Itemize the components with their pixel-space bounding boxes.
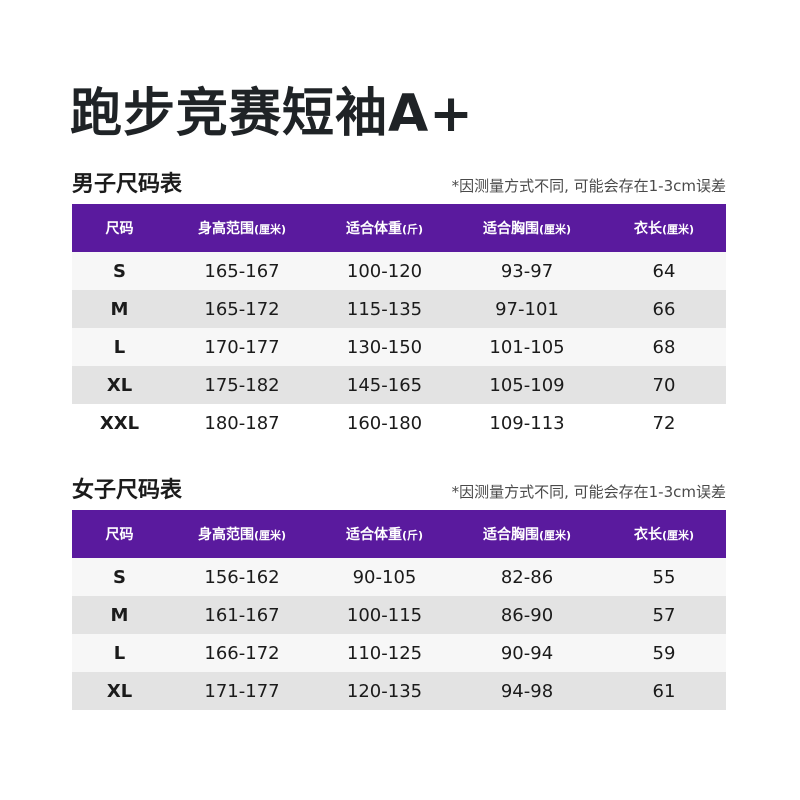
length-cell: 59 (602, 634, 726, 672)
height-cell: 166-172 (167, 634, 317, 672)
table-row: XL 171-177 120-135 94-98 61 (72, 672, 726, 710)
men-size-table: 尺码 身高范围(厘米) 适合体重(斤) 适合胸围(厘米) 衣长(厘米) S 16… (72, 204, 726, 442)
weight-cell: 100-120 (317, 252, 452, 290)
women-size-table: 尺码 身高范围(厘米) 适合体重(斤) 适合胸围(厘米) 衣长(厘米) S 15… (72, 510, 726, 710)
weight-cell: 90-105 (317, 558, 452, 596)
column-header-label: 身高范围 (197, 527, 254, 543)
column-header-unit: (厘米) (661, 223, 695, 236)
chest-cell: 90-94 (452, 634, 602, 672)
chest-cell: 86-90 (452, 596, 602, 634)
chest-cell: 97-101 (452, 290, 602, 328)
height-cell: 175-182 (167, 366, 317, 404)
page-title: 跑步竞赛短袖A+ (70, 84, 474, 144)
women-measurement-note: *因测量方式不同, 可能会存在1-3cm误差 (451, 483, 726, 501)
height-cell: 170-177 (167, 328, 317, 366)
height-cell: 180-187 (167, 404, 317, 442)
height-cell: 165-172 (167, 290, 317, 328)
height-cell: 165-167 (167, 252, 317, 290)
column-header-weight: 适合体重(斤) (317, 204, 452, 252)
table-header-row: 尺码 身高范围(厘米) 适合体重(斤) 适合胸围(厘米) 衣长(厘米) (72, 204, 726, 252)
column-header-height: 身高范围(厘米) (167, 204, 317, 252)
height-cell: 156-162 (167, 558, 317, 596)
length-cell: 61 (602, 672, 726, 710)
men-section-header: 男子尺码表 *因测量方式不同, 可能会存在1-3cm误差 (72, 168, 726, 204)
table-row: M 165-172 115-135 97-101 66 (72, 290, 726, 328)
column-header-weight: 适合体重(斤) (317, 510, 452, 558)
women-size-chart-heading: 女子尺码表 (72, 478, 183, 503)
column-header-label: 身高范围 (197, 221, 254, 237)
men-measurement-note: *因测量方式不同, 可能会存在1-3cm误差 (451, 177, 726, 195)
table-row: L 166-172 110-125 90-94 59 (72, 634, 726, 672)
column-header-label: 尺码 (105, 527, 134, 543)
women-size-section: 女子尺码表 *因测量方式不同, 可能会存在1-3cm误差 尺码 身高范围(厘米)… (72, 474, 726, 710)
weight-cell: 110-125 (317, 634, 452, 672)
size-cell: M (72, 290, 167, 328)
column-header-label: 适合体重 (345, 527, 402, 543)
column-header-height: 身高范围(厘米) (167, 510, 317, 558)
table-row: XXL 180-187 160-180 109-113 72 (72, 404, 726, 442)
men-size-chart-heading: 男子尺码表 (72, 172, 183, 197)
column-header-label: 衣长 (633, 527, 662, 543)
size-cell: XL (72, 366, 167, 404)
table-row: S 165-167 100-120 93-97 64 (72, 252, 726, 290)
column-header-unit: (厘米) (253, 223, 287, 236)
column-header-unit: (厘米) (538, 529, 572, 542)
chest-cell: 109-113 (452, 404, 602, 442)
column-header-chest: 适合胸围(厘米) (452, 510, 602, 558)
men-size-section: 男子尺码表 *因测量方式不同, 可能会存在1-3cm误差 尺码 身高范围(厘米)… (72, 168, 726, 442)
column-header-chest: 适合胸围(厘米) (452, 204, 602, 252)
weight-cell: 120-135 (317, 672, 452, 710)
column-header-length: 衣长(厘米) (602, 510, 726, 558)
chest-cell: 82-86 (452, 558, 602, 596)
column-header-label: 尺码 (105, 221, 134, 237)
size-cell: L (72, 328, 167, 366)
size-cell: XXL (72, 404, 167, 442)
table-row: S 156-162 90-105 82-86 55 (72, 558, 726, 596)
column-header-unit: (厘米) (253, 529, 287, 542)
column-header-length: 衣长(厘米) (602, 204, 726, 252)
weight-cell: 130-150 (317, 328, 452, 366)
weight-cell: 160-180 (317, 404, 452, 442)
size-cell: L (72, 634, 167, 672)
column-header-size: 尺码 (72, 204, 167, 252)
size-cell: S (72, 252, 167, 290)
chest-cell: 101-105 (452, 328, 602, 366)
column-header-label: 适合体重 (345, 221, 402, 237)
chest-cell: 94-98 (452, 672, 602, 710)
size-cell: M (72, 596, 167, 634)
column-header-label: 适合胸围 (482, 221, 539, 237)
length-cell: 70 (602, 366, 726, 404)
table-row: XL 175-182 145-165 105-109 70 (72, 366, 726, 404)
table-header-row: 尺码 身高范围(厘米) 适合体重(斤) 适合胸围(厘米) 衣长(厘米) (72, 510, 726, 558)
weight-cell: 145-165 (317, 366, 452, 404)
length-cell: 55 (602, 558, 726, 596)
size-cell: XL (72, 672, 167, 710)
weight-cell: 100-115 (317, 596, 452, 634)
height-cell: 171-177 (167, 672, 317, 710)
chest-cell: 93-97 (452, 252, 602, 290)
women-section-header: 女子尺码表 *因测量方式不同, 可能会存在1-3cm误差 (72, 474, 726, 510)
length-cell: 72 (602, 404, 726, 442)
column-header-unit: (厘米) (661, 529, 695, 542)
column-header-unit: (斤) (401, 223, 424, 236)
length-cell: 57 (602, 596, 726, 634)
size-cell: S (72, 558, 167, 596)
table-row: M 161-167 100-115 86-90 57 (72, 596, 726, 634)
column-header-unit: (斤) (401, 529, 424, 542)
column-header-label: 适合胸围 (482, 527, 539, 543)
table-row: L 170-177 130-150 101-105 68 (72, 328, 726, 366)
column-header-size: 尺码 (72, 510, 167, 558)
column-header-label: 衣长 (633, 221, 662, 237)
length-cell: 66 (602, 290, 726, 328)
length-cell: 64 (602, 252, 726, 290)
weight-cell: 115-135 (317, 290, 452, 328)
length-cell: 68 (602, 328, 726, 366)
chest-cell: 105-109 (452, 366, 602, 404)
height-cell: 161-167 (167, 596, 317, 634)
column-header-unit: (厘米) (538, 223, 572, 236)
